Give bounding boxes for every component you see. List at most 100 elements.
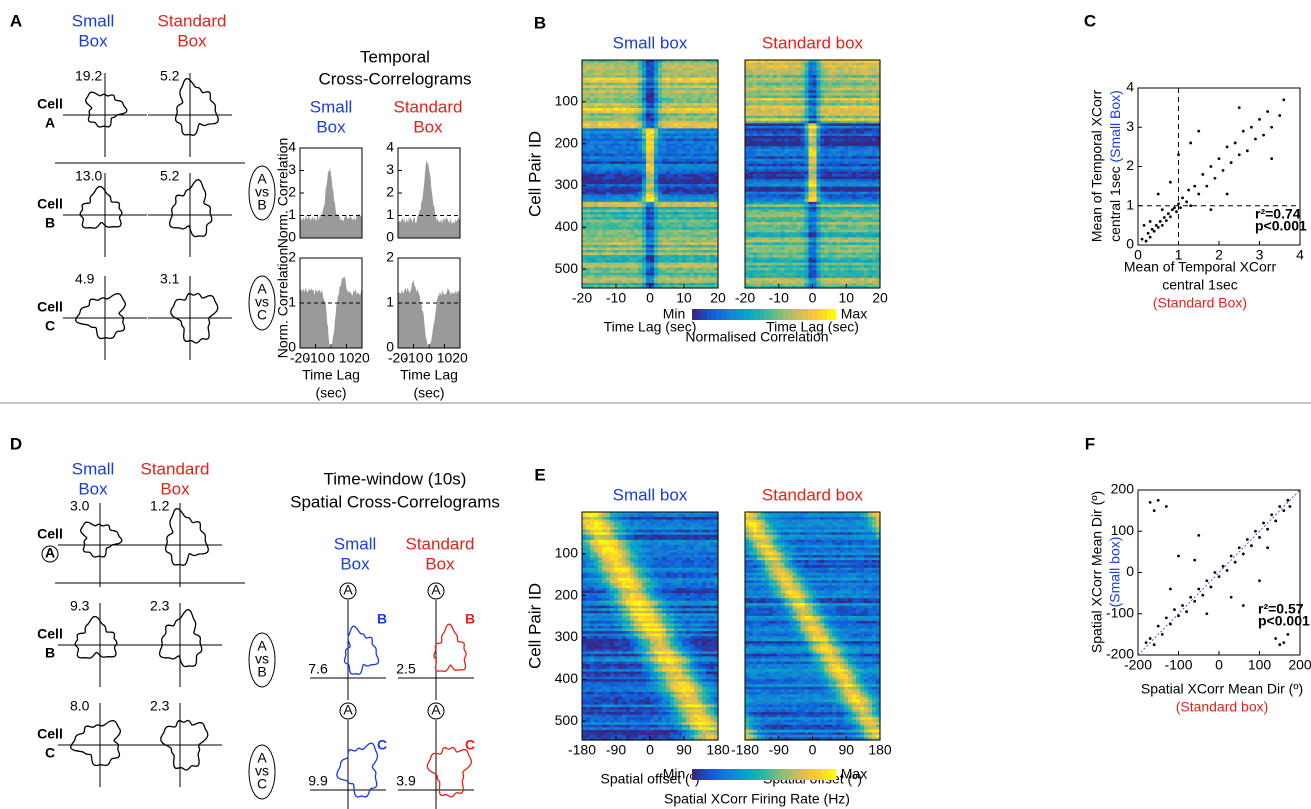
heatmap-cell: [702, 184, 707, 188]
heatmap-cell: [788, 138, 794, 142]
heatmap-cell: [828, 158, 833, 162]
heatmap-cell: [690, 275, 695, 279]
heatmap-cell: [650, 252, 655, 256]
heatmap-cell: [606, 179, 611, 183]
heatmap-cell: [634, 267, 639, 271]
heatmap-cell: [658, 189, 663, 193]
heatmap-cell: [706, 196, 711, 200]
heatmap-cell: [824, 113, 829, 117]
heatmap-cell: [752, 176, 758, 180]
heatmap-cell: [642, 189, 647, 193]
heatmap-cell: [698, 130, 703, 134]
heatmap-cell: [776, 103, 782, 107]
heatmap-cell: [666, 133, 671, 137]
heatmap-cell: [820, 176, 825, 180]
heatmap-cell: [828, 100, 833, 104]
heatmap-cell: [824, 100, 829, 104]
heatmap-cell: [630, 163, 635, 167]
heatmap-cell: [764, 146, 770, 150]
heatmap-cell: [698, 77, 703, 81]
heatmap-cell: [610, 224, 615, 228]
heatmap-cell: [650, 194, 655, 198]
heatmap-cell: [804, 181, 810, 185]
heatmap-cell: [706, 166, 711, 170]
heatmap-cell: [868, 125, 873, 129]
heatmap-cell: [686, 237, 691, 241]
heatmap-cell: [876, 92, 881, 96]
heatmap-cell: [686, 108, 691, 112]
heatmap-cell: [816, 115, 822, 119]
heatmap-cell: [756, 80, 762, 84]
heatmap-cell: [796, 141, 802, 145]
heatmap-cell: [610, 65, 615, 69]
heatmap-cell: [768, 113, 774, 117]
heatmap-cell: [694, 186, 699, 190]
heatmap-cell: [666, 156, 671, 160]
heatmap-cell: [698, 244, 703, 248]
heatmap-cell: [792, 143, 798, 147]
heatmap-cell: [594, 110, 599, 114]
heatmap-cell: [792, 141, 798, 145]
heatmap-cell: [710, 98, 715, 102]
heatmap-cell: [610, 204, 615, 208]
heatmap-cell: [764, 125, 770, 129]
heatmap-cell: [586, 244, 591, 248]
heatmap-cell: [694, 222, 699, 226]
heatmap-cell: [804, 108, 810, 112]
heatmap-cell: [760, 184, 766, 188]
heatmap-cell: [598, 166, 603, 170]
heatmap-cell: [666, 128, 671, 132]
heatmap-cell: [690, 156, 695, 160]
heatmap-cell: [864, 120, 869, 124]
heatmap-cell: [634, 65, 639, 69]
heatmap-cell: [749, 158, 754, 162]
heatmap-cell: [598, 285, 603, 289]
heatmap-cell: [674, 255, 679, 259]
heatmap-cell: [626, 250, 631, 254]
heatmap-cell: [768, 100, 774, 104]
heatmap-cell: [860, 125, 865, 129]
heatmap-cell: [760, 191, 766, 195]
heatmap-cell: [622, 204, 627, 208]
heatmap-cell: [848, 70, 853, 74]
heatmap-cell: [745, 95, 750, 99]
heatmap-cell: [824, 128, 829, 132]
heatmap-cell: [610, 262, 615, 266]
heatmap-cell: [622, 110, 627, 114]
heatmap-cell: [804, 186, 810, 190]
heatmap-cell: [622, 98, 627, 102]
heatmap-cell: [682, 265, 687, 269]
heatmap-cell: [682, 153, 687, 157]
heatmap-cell: [868, 186, 873, 190]
heatmap-cell: [634, 110, 639, 114]
heatmap-cell: [800, 163, 806, 167]
heatmap-cell: [856, 176, 861, 180]
heatmap-cell: [618, 270, 623, 274]
heatmap-cell: [682, 227, 687, 231]
heatmap-cell: [694, 267, 699, 271]
heatmap-cell: [618, 141, 623, 145]
heatmap-cell: [714, 204, 719, 208]
heatmap-cell: [610, 70, 615, 74]
heatmap-cell: [792, 70, 798, 74]
heatmap-cell: [792, 67, 798, 71]
heatmap-cell: [646, 110, 651, 114]
heatmap-cell: [582, 247, 587, 251]
heatmap-cell: [852, 189, 857, 193]
heatmap-cell: [824, 115, 829, 119]
heatmap-cell: [614, 217, 619, 221]
heatmap-cell: [590, 242, 595, 246]
heatmap-cell: [606, 282, 611, 286]
heatmap-cell: [586, 189, 591, 193]
heatmap-cell: [662, 130, 667, 134]
heatmap-cell: [856, 184, 861, 188]
heatmap-cell: [670, 255, 675, 259]
heatmap-cell: [714, 156, 719, 160]
heatmap-cell: [694, 141, 699, 145]
heatmap-cell: [820, 148, 825, 152]
heatmap-cell: [590, 247, 595, 251]
heatmap-cell: [768, 128, 774, 132]
heatmap-cell: [706, 136, 711, 140]
heatmap-cell: [594, 65, 599, 69]
heatmap-cell: [752, 151, 758, 155]
